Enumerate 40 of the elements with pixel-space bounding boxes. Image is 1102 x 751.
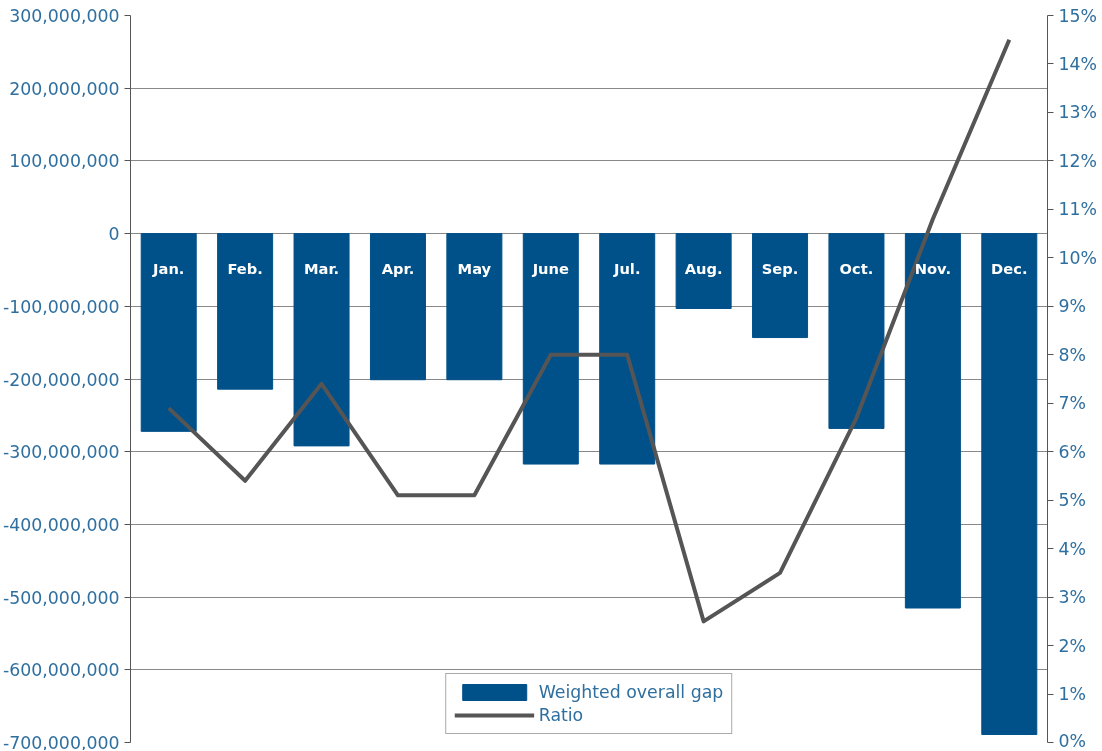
y2-tick-label: 14% — [1058, 53, 1098, 74]
y2-tick-label: 10% — [1058, 247, 1098, 268]
y2-tick-label: 11% — [1058, 199, 1098, 220]
x-tick-label: Aug. — [684, 259, 723, 277]
y2-tick-label: 12% — [1058, 150, 1098, 171]
y2-tick-label: 15% — [1058, 5, 1098, 26]
y2-tick-label: 2% — [1058, 635, 1086, 656]
y-tick-label: -200,000,000 — [3, 369, 120, 390]
y2-tick-label: 4% — [1058, 538, 1086, 559]
y2-tick-label: 6% — [1058, 441, 1086, 462]
x-tick-label: Oct. — [839, 259, 874, 277]
y2-tick-label: 5% — [1058, 490, 1086, 511]
x-tick-label: Nov. — [914, 259, 952, 277]
y2-tick-label: 8% — [1058, 344, 1086, 365]
y-tick-label: -300,000,000 — [3, 442, 120, 463]
x-tick-label: Jul. — [612, 259, 641, 277]
y-tick-label: -500,000,000 — [3, 587, 120, 608]
x-tick-label: Sep. — [761, 259, 799, 277]
y-tick-label: 300,000,000 — [9, 6, 120, 26]
y2-tick-label: 3% — [1058, 587, 1086, 608]
x-tick-label: Jan. — [152, 259, 185, 277]
y2-tick-label: 0% — [1058, 730, 1086, 751]
y2-tick-label: 9% — [1058, 296, 1086, 317]
x-tick-label: May — [457, 259, 492, 277]
y2-tick-label: 1% — [1058, 684, 1086, 705]
x-tick-label: June — [531, 259, 569, 277]
y2-tick-label: 13% — [1058, 102, 1098, 123]
y-tick-label: 0 — [108, 224, 120, 245]
y-tick-label: -400,000,000 — [3, 514, 120, 535]
y2-tick-label: 7% — [1058, 393, 1086, 414]
legend-label: Ratio — [538, 705, 584, 725]
x-tick-label: Mar. — [303, 259, 340, 277]
y-tick-label: 100,000,000 — [9, 151, 120, 172]
x-tick-label: Dec. — [991, 259, 1028, 277]
y-tick-label: 200,000,000 — [9, 78, 120, 99]
x-tick-label: Feb. — [227, 259, 263, 277]
y-tick-label: -600,000,000 — [3, 660, 120, 681]
y-tick-label: -100,000,000 — [3, 296, 120, 317]
legend-label: Weighted overall gap — [538, 682, 724, 702]
x-tick-label: Apr. — [381, 259, 415, 277]
